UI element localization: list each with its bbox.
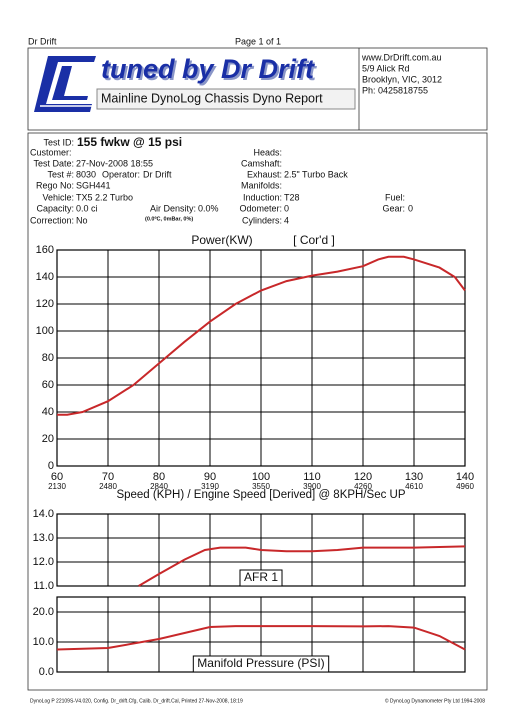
chart-label-box xyxy=(239,569,283,587)
field-value: 0 xyxy=(284,203,289,213)
y-tick-label: 0.0 xyxy=(39,666,54,678)
x-tick-label: 110 xyxy=(303,471,321,483)
field-label: Test Date: xyxy=(33,158,74,168)
y-tick-label: 20 xyxy=(42,433,54,445)
field-value: 4 xyxy=(284,215,289,225)
field-value: 2.5" Turbo Back xyxy=(284,169,348,179)
info: Test ID: 155 fwkw @ 15 psi Customer: Tes… xyxy=(30,135,413,225)
field-label: Operator: xyxy=(102,169,140,179)
field-label: Test ID: xyxy=(43,137,74,147)
data-line xyxy=(57,255,466,416)
y-tick-label: 14.0 xyxy=(33,508,54,520)
field-label: Odometer: xyxy=(239,203,282,213)
address-line: Ph: 0425818755 xyxy=(362,85,428,95)
address-line: 5/9 Alick Rd xyxy=(362,63,410,73)
y-tick-label: 12.0 xyxy=(33,556,54,568)
field-label: Fuel: xyxy=(385,192,405,202)
x-tick-label: 80 xyxy=(153,471,165,483)
x-tick-label: 100 xyxy=(252,471,270,483)
y-tick-label: 13.0 xyxy=(33,532,54,544)
field-label: Air Density: xyxy=(150,203,196,213)
y-tick-label: 140 xyxy=(36,271,54,283)
y-tick-label: 80 xyxy=(42,352,54,364)
field-label: Vehicle: xyxy=(42,192,74,202)
field-label: Heads: xyxy=(253,147,282,157)
x-tick-label: 90 xyxy=(204,471,216,483)
y-tick-label: 20.0 xyxy=(33,606,54,618)
field-value: 0.0% xyxy=(198,203,219,213)
logo-subtitle-box xyxy=(96,88,356,110)
rpm-tick-label: 3190 xyxy=(201,482,219,491)
footer-left: DynoLog P 22109S-V4.020, Config. Dr_drif… xyxy=(30,698,243,704)
chart-subtitle: [ Cor'd ] xyxy=(293,233,335,247)
rpm-tick-label: 4960 xyxy=(456,482,474,491)
field-value: 0 xyxy=(408,203,413,213)
x-tick-label: 140 xyxy=(456,471,474,483)
field-value: TX5 2.2 Turbo xyxy=(76,192,133,202)
field-value: SGH441 xyxy=(76,180,111,190)
chart-label: AFR 1 xyxy=(244,570,278,584)
field-value: No xyxy=(76,215,88,225)
field-label: Customer: xyxy=(30,147,72,157)
field-label: Capacity: xyxy=(36,203,74,213)
y-tick-label: 0 xyxy=(48,460,54,472)
field-note: (0.0ºC, 0mBar, 0%) xyxy=(145,216,193,222)
x-tick-label: 120 xyxy=(354,471,372,483)
chart-label: Manifold Pressure (PSI) xyxy=(197,656,324,670)
footer-right: © DynoLog Dynamometer Pty Ltd 1994-2008 xyxy=(385,697,485,704)
logo-title-shadow: tuned by Dr Drift xyxy=(103,56,317,86)
rpm-tick-label: 3550 xyxy=(252,482,270,491)
header-left: Dr Drift xyxy=(28,36,57,46)
field-value: 8030 xyxy=(76,169,96,179)
field-label: Exhaust: xyxy=(247,169,282,179)
field-label: Camshaft: xyxy=(241,158,282,168)
field-label: Correction: xyxy=(30,215,74,225)
rpm-tick-label: 2480 xyxy=(99,482,117,491)
field-value: T28 xyxy=(284,192,300,202)
logo-mark xyxy=(34,56,96,112)
data-line xyxy=(56,625,466,651)
x-tick-label: 60 xyxy=(51,471,63,483)
address-line: www.DrDrift.com.au xyxy=(361,52,442,62)
x-tick-label: 130 xyxy=(405,471,423,483)
y-tick-label: 60 xyxy=(42,379,54,391)
x-tick-label: 70 xyxy=(102,471,114,483)
header-frame xyxy=(27,47,488,131)
field-label: Induction: xyxy=(243,192,282,202)
chart-title: Power(KW) xyxy=(191,233,252,247)
rpm-tick-label: 4610 xyxy=(405,482,423,491)
chart-label-box xyxy=(192,655,330,673)
y-tick-label: 10.0 xyxy=(33,636,54,648)
body-frame xyxy=(27,132,488,691)
header-center: Page 1 of 1 xyxy=(235,36,281,46)
data-line xyxy=(138,545,466,587)
field-value: 0.0 ci xyxy=(76,203,98,213)
field-label: Test #: xyxy=(47,169,74,179)
field-value: 27-Nov-2008 18:55 xyxy=(76,158,153,168)
field-value: Dr Drift xyxy=(143,169,172,179)
x-axis-label: Speed (KPH) / Engine Speed [Derived] @ 8… xyxy=(116,489,405,501)
y-tick-label: 120 xyxy=(36,298,54,310)
field-label: Gear: xyxy=(382,203,405,213)
y-tick-label: 160 xyxy=(36,244,54,256)
field-label: Manifolds: xyxy=(241,180,282,190)
rpm-tick-label: 4260 xyxy=(354,482,372,491)
rpm-tick-label: 2840 xyxy=(150,482,168,491)
rpm-tick-label: 3900 xyxy=(303,482,321,491)
y-tick-label: 100 xyxy=(36,325,54,337)
y-tick-label: 40 xyxy=(42,406,54,418)
y-tick-label: 11.0 xyxy=(33,580,54,592)
field-label: Cylinders: xyxy=(242,215,282,225)
field-value: 155 fwkw @ 15 psi xyxy=(77,135,182,149)
rpm-tick-label: 2130 xyxy=(48,482,66,491)
logo-title: tuned by Dr Drift xyxy=(101,54,315,84)
field-label: Rego No: xyxy=(36,180,74,190)
address-line: Brooklyn, VIC, 3012 xyxy=(362,74,442,84)
logo-subtitle: Mainline DynoLog Chassis Dyno Report xyxy=(101,91,323,105)
